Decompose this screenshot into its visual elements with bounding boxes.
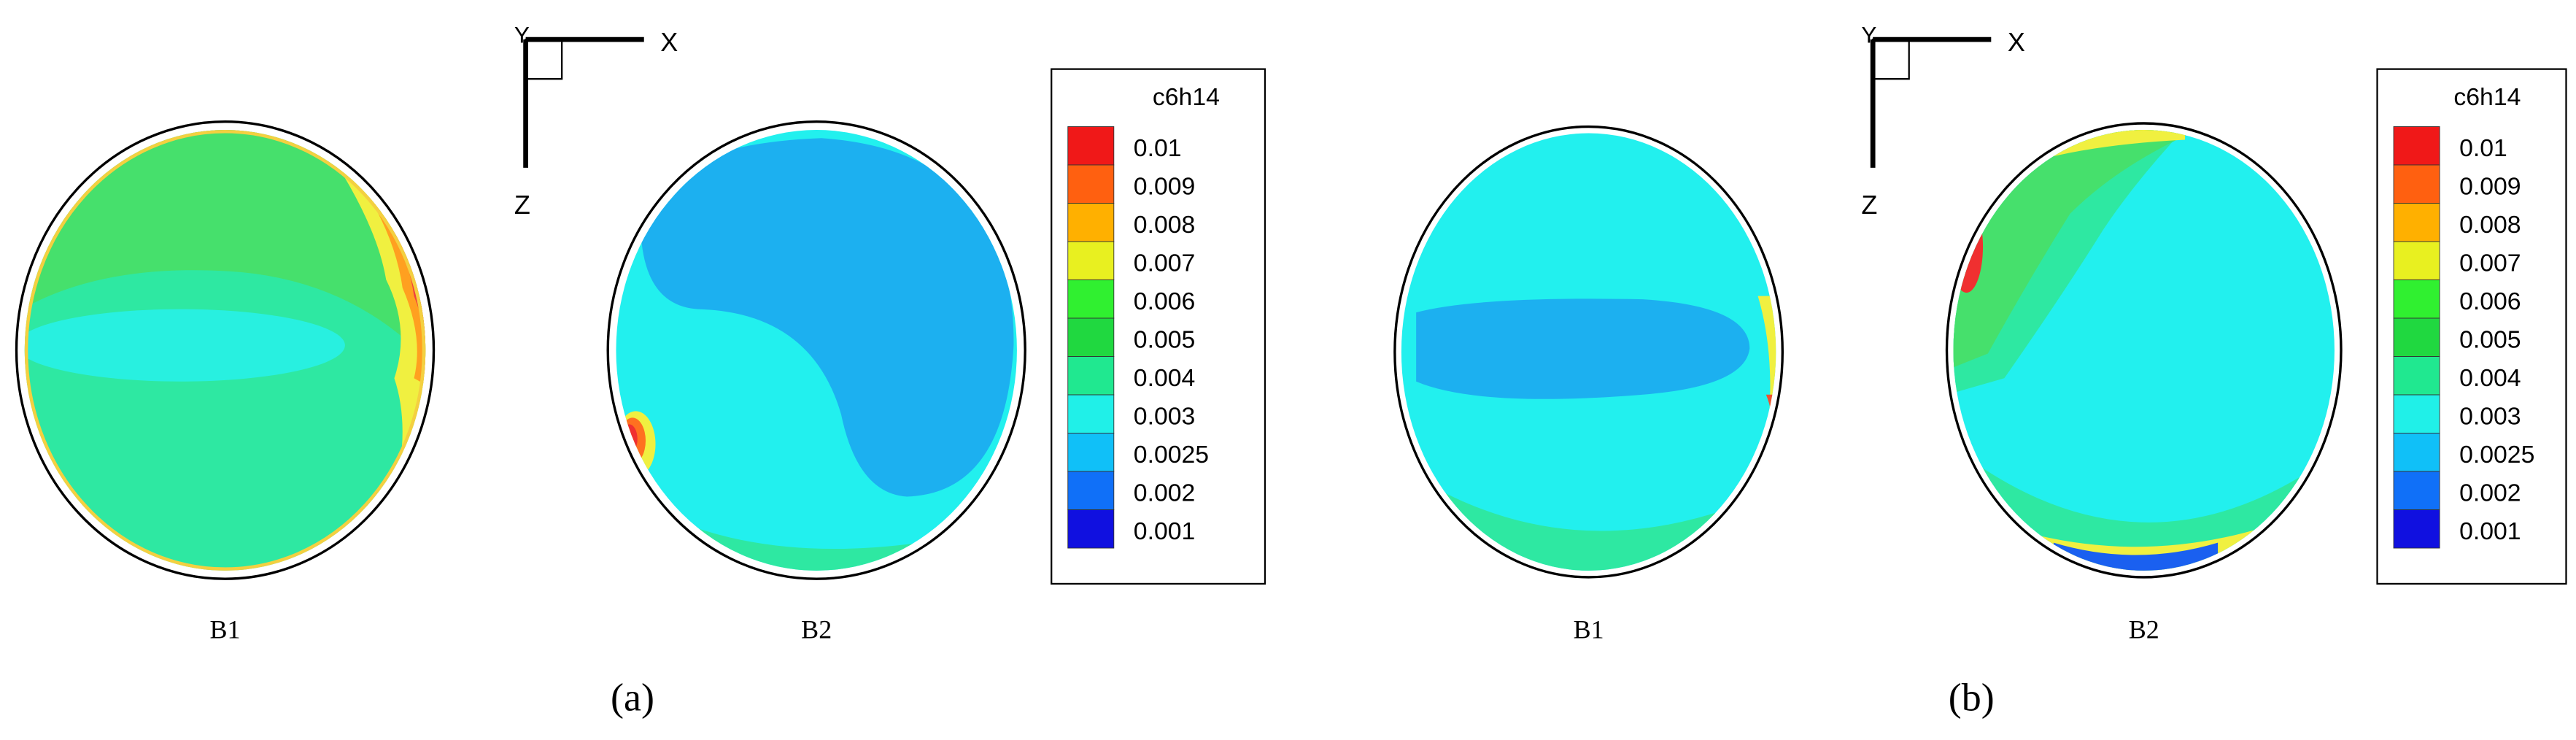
legend-level: 0.0025 <box>2459 441 2534 469</box>
legend-swatch <box>1067 433 1115 472</box>
panel-label: (a) <box>611 675 654 719</box>
pipe-wall <box>1393 125 1784 579</box>
legend-level: 0.0025 <box>1134 441 1209 469</box>
pipe-wall <box>15 120 436 580</box>
legend-swatch <box>2393 433 2440 472</box>
legend-swatch <box>2393 203 2440 242</box>
legend-level: 0.01 <box>2459 134 2507 162</box>
legend-level: 0.004 <box>2459 364 2521 392</box>
contour-b1-a <box>24 130 426 571</box>
legend-swatch <box>1067 164 1115 204</box>
legend-swatch <box>1067 471 1115 510</box>
section-label: B1 <box>209 614 240 644</box>
pipe-wall <box>606 120 1026 580</box>
legend-level: 0.005 <box>2459 326 2521 354</box>
legend-level: 0.006 <box>1134 288 1195 315</box>
legend-swatch <box>1067 509 1115 549</box>
legend-level: 0.008 <box>1134 211 1195 239</box>
legend-swatch <box>1067 203 1115 242</box>
legend-swatch <box>2393 164 2440 204</box>
contour-b2-a <box>616 130 1017 571</box>
legend-level: 0.001 <box>2459 517 2521 545</box>
legend-level: 0.008 <box>2459 211 2521 239</box>
axis-label-y: Y <box>514 22 530 48</box>
legend-swatch <box>2393 471 2440 510</box>
legend-level: 0.01 <box>1134 134 1182 162</box>
legend-level: 0.004 <box>1134 364 1195 392</box>
axis-label-z: Z <box>514 190 530 220</box>
section-label: B2 <box>2129 614 2159 644</box>
legend-level: 0.003 <box>2459 403 2521 431</box>
axis-triad <box>1870 36 1992 168</box>
axis-triad-box <box>525 38 563 80</box>
section-label: B1 <box>1574 614 1604 644</box>
legend-swatch <box>2393 280 2440 319</box>
legend-level: 0.002 <box>1134 479 1195 507</box>
legend-level: 0.006 <box>2459 288 2521 315</box>
pipe-wall <box>1945 122 2343 579</box>
legend-level: 0.007 <box>1134 250 1195 277</box>
legend-swatch <box>1067 394 1115 433</box>
axis-label-x: X <box>660 27 678 57</box>
legend-level: 0.009 <box>1134 173 1195 201</box>
panel-label: (b) <box>1949 675 1995 719</box>
legend-level: 0.007 <box>2459 250 2521 277</box>
axis-label-y: Y <box>1861 22 1876 48</box>
legend-swatch <box>2393 356 2440 396</box>
axis-label-x: X <box>2008 27 2025 57</box>
legend-swatch <box>1067 356 1115 396</box>
legend-swatch <box>1067 241 1115 280</box>
legend-level: 0.003 <box>1134 403 1195 431</box>
legend-title: c6h14 <box>2453 83 2521 111</box>
legend-level: 0.009 <box>2459 173 2521 201</box>
section-label: B2 <box>801 614 832 644</box>
legend-title: c6h14 <box>1153 83 1220 111</box>
legend-swatch <box>2393 317 2440 357</box>
legend-level: 0.001 <box>1134 517 1195 545</box>
legend-level: 0.002 <box>2459 479 2521 507</box>
axis-label-z: Z <box>1861 190 1877 220</box>
legend-swatch <box>1067 280 1115 319</box>
legend-swatch <box>2393 241 2440 280</box>
legend-level: 0.005 <box>1134 326 1195 354</box>
legend-swatch <box>2393 394 2440 433</box>
legend-swatch <box>1067 317 1115 357</box>
axis-triad-box <box>1872 38 1910 80</box>
legend-swatch <box>1067 126 1115 166</box>
axis-triad <box>523 36 644 168</box>
legend-swatch <box>2393 126 2440 166</box>
legend-swatch <box>2393 509 2440 549</box>
